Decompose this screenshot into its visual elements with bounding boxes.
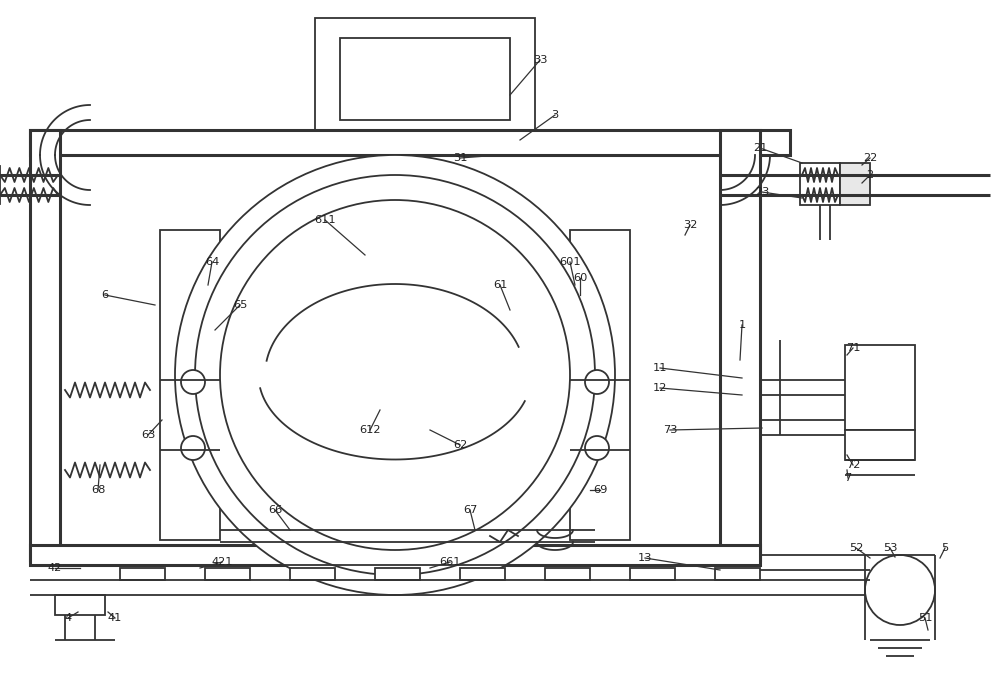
Text: 53: 53 [883, 543, 897, 553]
Text: 13: 13 [638, 553, 652, 563]
Bar [55, 595, 105, 615]
Bar [570, 230, 630, 540]
Text: 64: 64 [205, 257, 219, 267]
Text: 3: 3 [551, 110, 559, 120]
Text: 73: 73 [663, 425, 677, 435]
Text: 60: 60 [573, 273, 587, 283]
Text: 661: 661 [439, 557, 461, 567]
Bar [205, 568, 250, 580]
Text: 601: 601 [559, 257, 581, 267]
Circle shape [585, 370, 609, 394]
Text: 66: 66 [268, 505, 282, 515]
Text: 1: 1 [738, 320, 746, 330]
Text: 72: 72 [846, 460, 860, 470]
Bar [290, 568, 335, 580]
Bar [30, 130, 60, 560]
Text: 22: 22 [863, 153, 877, 163]
Bar [375, 568, 420, 580]
Text: 611: 611 [314, 215, 336, 225]
Text: 33: 33 [533, 55, 547, 65]
Circle shape [175, 155, 615, 595]
Text: 31: 31 [453, 153, 467, 163]
Text: 21: 21 [753, 143, 767, 153]
Bar [460, 568, 505, 580]
Text: 63: 63 [141, 430, 155, 440]
Text: 51: 51 [918, 613, 932, 623]
Bar [715, 568, 760, 580]
Text: 69: 69 [593, 485, 607, 495]
Text: 41: 41 [108, 613, 122, 623]
Bar [30, 130, 790, 155]
Bar [315, 18, 535, 135]
Text: 52: 52 [849, 543, 863, 553]
Bar [720, 130, 760, 560]
Bar [845, 430, 915, 460]
Bar [160, 230, 220, 540]
Bar [845, 345, 915, 430]
Text: 7: 7 [844, 473, 852, 483]
Bar [545, 568, 590, 580]
Circle shape [865, 555, 935, 625]
Text: 421: 421 [211, 557, 233, 567]
Bar [630, 568, 675, 580]
Text: 2: 2 [866, 170, 874, 180]
Text: 71: 71 [846, 343, 860, 353]
Text: 23: 23 [755, 187, 769, 197]
Circle shape [195, 175, 595, 575]
Bar [120, 568, 165, 580]
Text: 6: 6 [101, 290, 109, 300]
Text: 62: 62 [453, 440, 467, 450]
Text: 67: 67 [463, 505, 477, 515]
Text: 68: 68 [91, 485, 105, 495]
Text: 11: 11 [653, 363, 667, 373]
Text: 5: 5 [941, 543, 949, 553]
Text: 61: 61 [493, 280, 507, 290]
Text: 4: 4 [64, 613, 72, 623]
Bar [340, 38, 510, 120]
Text: 42: 42 [48, 563, 62, 573]
Text: 65: 65 [233, 300, 247, 310]
Bar [840, 163, 870, 205]
Circle shape [181, 370, 205, 394]
Circle shape [220, 200, 570, 550]
Circle shape [181, 436, 205, 460]
Text: 32: 32 [683, 220, 697, 230]
Bar [30, 545, 760, 565]
Bar [800, 163, 840, 205]
Text: 12: 12 [653, 383, 667, 393]
Circle shape [585, 436, 609, 460]
Text: 612: 612 [359, 425, 381, 435]
